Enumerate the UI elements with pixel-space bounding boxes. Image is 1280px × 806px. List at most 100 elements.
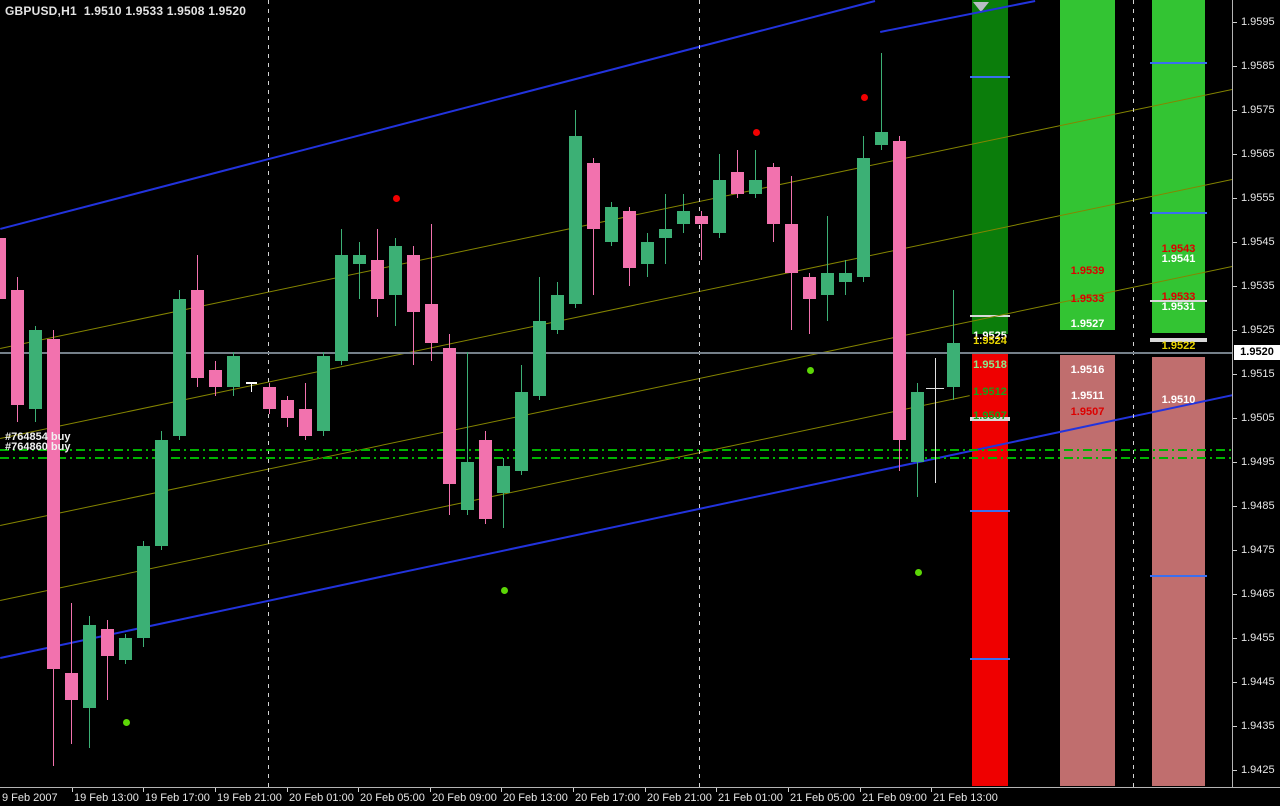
column-level-line-blue bbox=[1150, 212, 1207, 214]
candle-wick bbox=[827, 216, 828, 321]
time-axis-tick bbox=[860, 788, 861, 792]
price-axis-tick bbox=[1233, 374, 1237, 375]
candle-body bbox=[515, 392, 528, 471]
time-axis-label: 19 Feb 17:00 bbox=[145, 792, 210, 804]
candle-body bbox=[0, 238, 6, 299]
candle-body bbox=[11, 290, 24, 405]
time-axis-tick bbox=[931, 788, 932, 792]
price-axis-tick bbox=[1233, 550, 1237, 551]
price-axis-label: 1.9525 bbox=[1241, 324, 1275, 336]
price-axis-label: 1.9535 bbox=[1241, 280, 1275, 292]
price-axis-label: 1.9595 bbox=[1241, 16, 1275, 28]
crosshair-vertical bbox=[935, 358, 936, 483]
crosshair-horizontal bbox=[926, 388, 944, 389]
sell-signal-dot bbox=[861, 94, 868, 101]
candle-body bbox=[281, 400, 294, 418]
price-axis-label: 1.9435 bbox=[1241, 720, 1275, 732]
time-axis-tick bbox=[287, 788, 288, 792]
price-axis-label: 1.9445 bbox=[1241, 676, 1275, 688]
candle-body bbox=[173, 299, 186, 436]
indicator-level-label: 1.9511 bbox=[1070, 390, 1105, 402]
candle-wick bbox=[755, 150, 756, 198]
price-axis-tick bbox=[1233, 286, 1237, 287]
buy-order-label: #764854 buy bbox=[5, 431, 71, 443]
candle-wick bbox=[881, 53, 882, 150]
indicator-level-label: 1.9525 bbox=[973, 330, 1007, 342]
column-level-line-blue bbox=[1150, 62, 1207, 64]
price-axis-tick bbox=[1233, 682, 1237, 683]
indicator-level-label: 1.9539 bbox=[1070, 265, 1105, 277]
price-axis-tick bbox=[1233, 638, 1237, 639]
candle-wick bbox=[431, 224, 432, 361]
time-axis-label: 21 Feb 09:00 bbox=[862, 792, 927, 804]
candle-body bbox=[479, 440, 492, 519]
price-axis[interactable]: 1.9520 1.9595 1.9585 1.9575 1.9565 1.9555 1.9… bbox=[1232, 0, 1280, 787]
time-axis-label: 21 Feb 05:00 bbox=[790, 792, 855, 804]
time-axis-tick bbox=[645, 788, 646, 792]
candle-body bbox=[29, 330, 42, 409]
time-axis-label: 21 Feb 01:00 bbox=[718, 792, 783, 804]
buy-signal-dot bbox=[807, 367, 814, 374]
column-level-line-blue bbox=[970, 76, 1010, 78]
price-axis-tick bbox=[1233, 770, 1237, 771]
candle-body bbox=[65, 673, 78, 700]
candle-body bbox=[749, 180, 762, 194]
time-axis-label: 9 Feb 2007 bbox=[2, 792, 58, 804]
price-axis-label: 1.9565 bbox=[1241, 148, 1275, 160]
time-axis-tick bbox=[143, 788, 144, 792]
time-axis-label: 20 Feb 13:00 bbox=[503, 792, 568, 804]
time-axis[interactable]: 9 Feb 2007 19 Feb 13:00 19 Feb 17:00 19 Feb… bbox=[0, 787, 1280, 806]
candle-body bbox=[497, 466, 510, 493]
candle-wick bbox=[701, 211, 702, 260]
sell-signal-dot bbox=[753, 129, 760, 136]
price-chart-plot[interactable]: GBPUSD,H1 1.9510 1.9533 1.9508 1.9520 #7… bbox=[0, 0, 1232, 787]
candle-body bbox=[407, 255, 420, 312]
candle-body bbox=[371, 260, 384, 299]
indicator-level-label: 1.9533 bbox=[1070, 293, 1105, 305]
candle-body bbox=[893, 141, 906, 440]
buy-signal-dot bbox=[915, 569, 922, 576]
candle-body bbox=[425, 304, 438, 343]
buy-order-line bbox=[0, 457, 1232, 459]
candle-wick bbox=[251, 383, 252, 392]
candle-body bbox=[677, 211, 690, 224]
indicator-level-label: 1.9507 bbox=[1070, 406, 1105, 418]
candle-body bbox=[317, 356, 330, 431]
candle-body bbox=[101, 629, 114, 656]
indicator-level-label: 1.9518 bbox=[973, 359, 1007, 371]
time-axis-tick bbox=[573, 788, 574, 792]
sell-signal-dot bbox=[393, 195, 400, 202]
price-axis-tick bbox=[1233, 110, 1237, 111]
candle-body bbox=[209, 370, 222, 387]
candle-body bbox=[533, 321, 546, 396]
candle-body bbox=[137, 546, 150, 638]
candle-body bbox=[641, 242, 654, 264]
indicator-level-label: 1.9527 bbox=[1070, 318, 1105, 330]
candle-wick bbox=[503, 458, 504, 528]
price-axis-label: 1.9455 bbox=[1241, 632, 1275, 644]
indicator-level-label: 1.9510 bbox=[1161, 394, 1196, 406]
time-axis-label: 20 Feb 05:00 bbox=[360, 792, 425, 804]
candle-body bbox=[191, 290, 204, 378]
indicator-column-segment bbox=[972, 0, 1008, 334]
time-axis-label: 20 Feb 17:00 bbox=[575, 792, 640, 804]
candle-body bbox=[83, 625, 96, 708]
candle-body bbox=[587, 163, 600, 229]
price-axis-tick bbox=[1233, 154, 1237, 155]
price-axis-label: 1.9515 bbox=[1241, 368, 1275, 380]
candle-body bbox=[155, 440, 168, 546]
indicator-level-label: 1.9533 bbox=[1161, 291, 1196, 303]
candle-body bbox=[335, 255, 348, 361]
candle-doji-body bbox=[246, 382, 257, 384]
time-axis-tick bbox=[501, 788, 502, 792]
price-axis-tick bbox=[1233, 506, 1237, 507]
time-axis-label: 20 Feb 01:00 bbox=[289, 792, 354, 804]
day-separator-line bbox=[1133, 0, 1134, 787]
time-axis-tick bbox=[72, 788, 73, 792]
price-axis-label: 1.9495 bbox=[1241, 456, 1275, 468]
column-level-line-blue bbox=[1150, 575, 1207, 577]
time-axis-label: 20 Feb 21:00 bbox=[647, 792, 712, 804]
price-axis-tick bbox=[1233, 418, 1237, 419]
time-axis-tick bbox=[430, 788, 431, 792]
candle-wick bbox=[809, 273, 810, 334]
